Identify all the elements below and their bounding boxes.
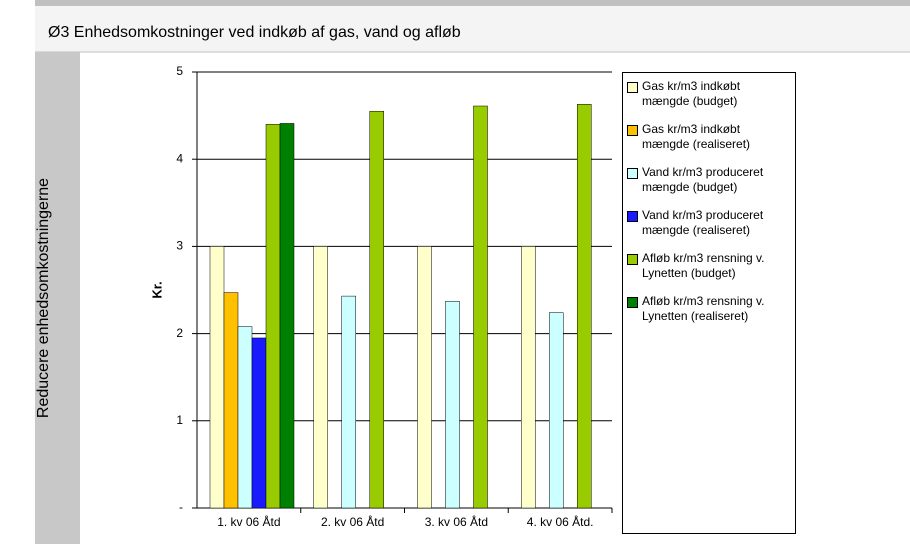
legend-swatch [627, 168, 638, 179]
legend-entry: Vand kr/m3 produceret mængde (realiseret… [627, 208, 791, 238]
bar [223, 292, 239, 509]
header [35, 6, 910, 52]
bar [209, 246, 225, 509]
legend-entry: Gas kr/m3 indkøbt mængde (budget) [627, 79, 791, 109]
legend-swatch [627, 82, 638, 93]
legend-entry: Vand kr/m3 produceret mængde (budget) [627, 165, 791, 195]
bar [473, 105, 488, 509]
legend-label: Vand kr/m3 produceret mængde (budget) [642, 165, 764, 194]
x-tick-label: 4. kv 06 Åtd. [527, 514, 594, 529]
bar [237, 326, 253, 509]
y-axis-label: Kr. [149, 281, 164, 298]
y-tick-label: 1 [176, 413, 183, 427]
legend-label: Gas kr/m3 indkøbt mængde (realiseret) [642, 122, 751, 151]
top-band [35, 0, 910, 6]
legend-entry: Gas kr/m3 indkøbt mængde (realiseret) [627, 122, 791, 152]
legend-swatch [627, 254, 638, 265]
y-tick-label: - [179, 500, 183, 514]
chart-title: Ø3 Enhedsomkostninger ved indkøb af gas,… [48, 24, 461, 41]
side-panel [35, 52, 80, 544]
legend-swatch [627, 297, 638, 308]
bar [445, 301, 460, 509]
bar [417, 246, 432, 509]
side-label: Reducere enhedsomkostningerne [35, 178, 52, 418]
bar [341, 295, 356, 509]
x-tick-label: 2. kv 06 Åtd [321, 514, 384, 529]
legend-label: Gas kr/m3 indkøbt mængde (budget) [642, 79, 741, 108]
bar [577, 104, 592, 509]
y-tick-label: 3 [176, 239, 183, 253]
bar [251, 337, 267, 509]
x-tick-label: 1. kv 06 Åtd [217, 514, 280, 529]
legend-entry: Afløb kr/m3 rensning v. Lynetten (realis… [627, 294, 791, 324]
legend-entry: Afløb kr/m3 rensning v. Lynetten (budget… [627, 251, 791, 281]
bar [549, 312, 564, 509]
legend-label: Afløb kr/m3 rensning v. Lynetten (realis… [642, 294, 765, 323]
legend-label: Afløb kr/m3 rensning v. Lynetten (budget… [642, 251, 765, 280]
legend-label: Vand kr/m3 produceret mængde (realiseret… [642, 208, 764, 237]
y-tick-label: 5 [176, 64, 183, 78]
bar [369, 110, 384, 509]
bar [521, 246, 536, 509]
y-tick-label: 4 [176, 151, 183, 165]
bar [279, 123, 295, 509]
bar [313, 246, 328, 509]
bar [265, 124, 281, 509]
legend: Gas kr/m3 indkøbt mængde (budget) Gas kr/… [622, 72, 796, 534]
legend-swatch [627, 125, 638, 136]
y-tick-label: 2 [176, 326, 183, 340]
legend-swatch [627, 211, 638, 222]
x-tick-label: 3. kv 06 Åtd [425, 514, 488, 529]
